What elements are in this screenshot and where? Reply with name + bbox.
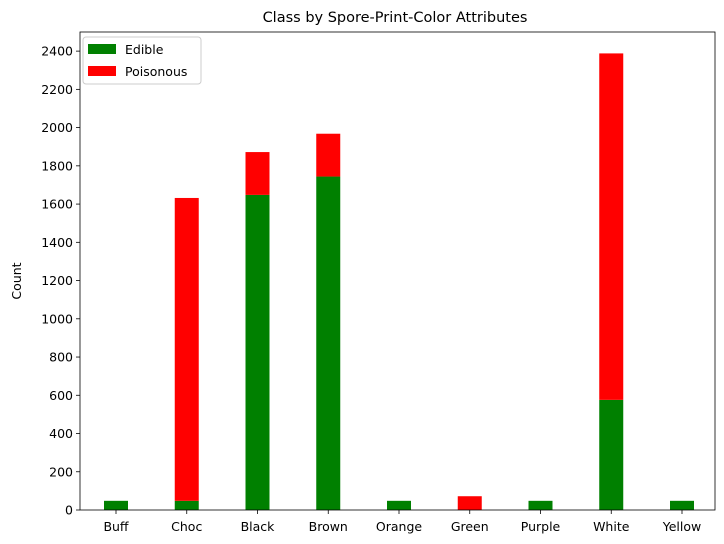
y-tick-label: 1800 (41, 158, 73, 173)
y-tick-label: 1200 (41, 273, 73, 288)
y-tick-label: 400 (49, 426, 73, 441)
y-tick-label: 1000 (41, 311, 73, 326)
y-tick-label: 1400 (41, 235, 73, 250)
y-tick-label: 1600 (41, 197, 73, 212)
x-tick-label: Purple (521, 519, 561, 534)
bar-poisonous-green (457, 496, 482, 510)
chart-title: Class by Spore-Print-Color Attributes (263, 10, 528, 26)
bar-poisonous-choc (174, 197, 199, 501)
x-tick-label: Black (241, 519, 276, 534)
bar-edible-orange (387, 500, 411, 510)
bar-edible-choc (174, 500, 199, 510)
y-axis-label: Count (9, 262, 24, 299)
bar-edible-white (599, 399, 624, 510)
bar-poisonous-brown (316, 133, 341, 177)
x-tick-label: Green (451, 519, 489, 534)
plot-frame (79, 31, 716, 511)
bar-edible-buff (104, 500, 128, 510)
x-tick-label: Choc (171, 519, 202, 534)
y-tick-label: 0 (65, 503, 73, 518)
bar-edible-black (245, 194, 270, 510)
x-tick-label: Orange (376, 519, 422, 534)
x-tick-label: Yellow (662, 519, 701, 534)
x-tick-label: White (593, 519, 630, 534)
legend-label-poisonous: Poisonous (125, 64, 187, 79)
bar-poisonous-black (245, 152, 270, 195)
y-tick-label: 2000 (41, 120, 73, 135)
legend-swatch-poisonous (88, 66, 116, 76)
y-tick-label: 2200 (41, 82, 73, 97)
plot-area: Buff Choc Black Brown Orange Green Purple White… (41, 31, 716, 534)
bar-edible-brown (316, 176, 341, 511)
x-tick-label: Buff (103, 519, 128, 534)
y-tick-label: 600 (49, 388, 73, 403)
legend: Edible Poisonous (82, 36, 202, 85)
y-tick-label: 800 (49, 350, 73, 365)
legend-swatch-edible (88, 44, 116, 54)
bar-poisonous-white (599, 53, 624, 400)
y-tick-label: 2400 (41, 44, 73, 59)
legend-label-edible: Edible (125, 42, 164, 57)
bar-edible-yellow (670, 500, 694, 510)
y-tick-label: 200 (49, 464, 73, 479)
x-tick-label: Brown (309, 519, 348, 534)
bar-edible-purple (528, 500, 553, 510)
